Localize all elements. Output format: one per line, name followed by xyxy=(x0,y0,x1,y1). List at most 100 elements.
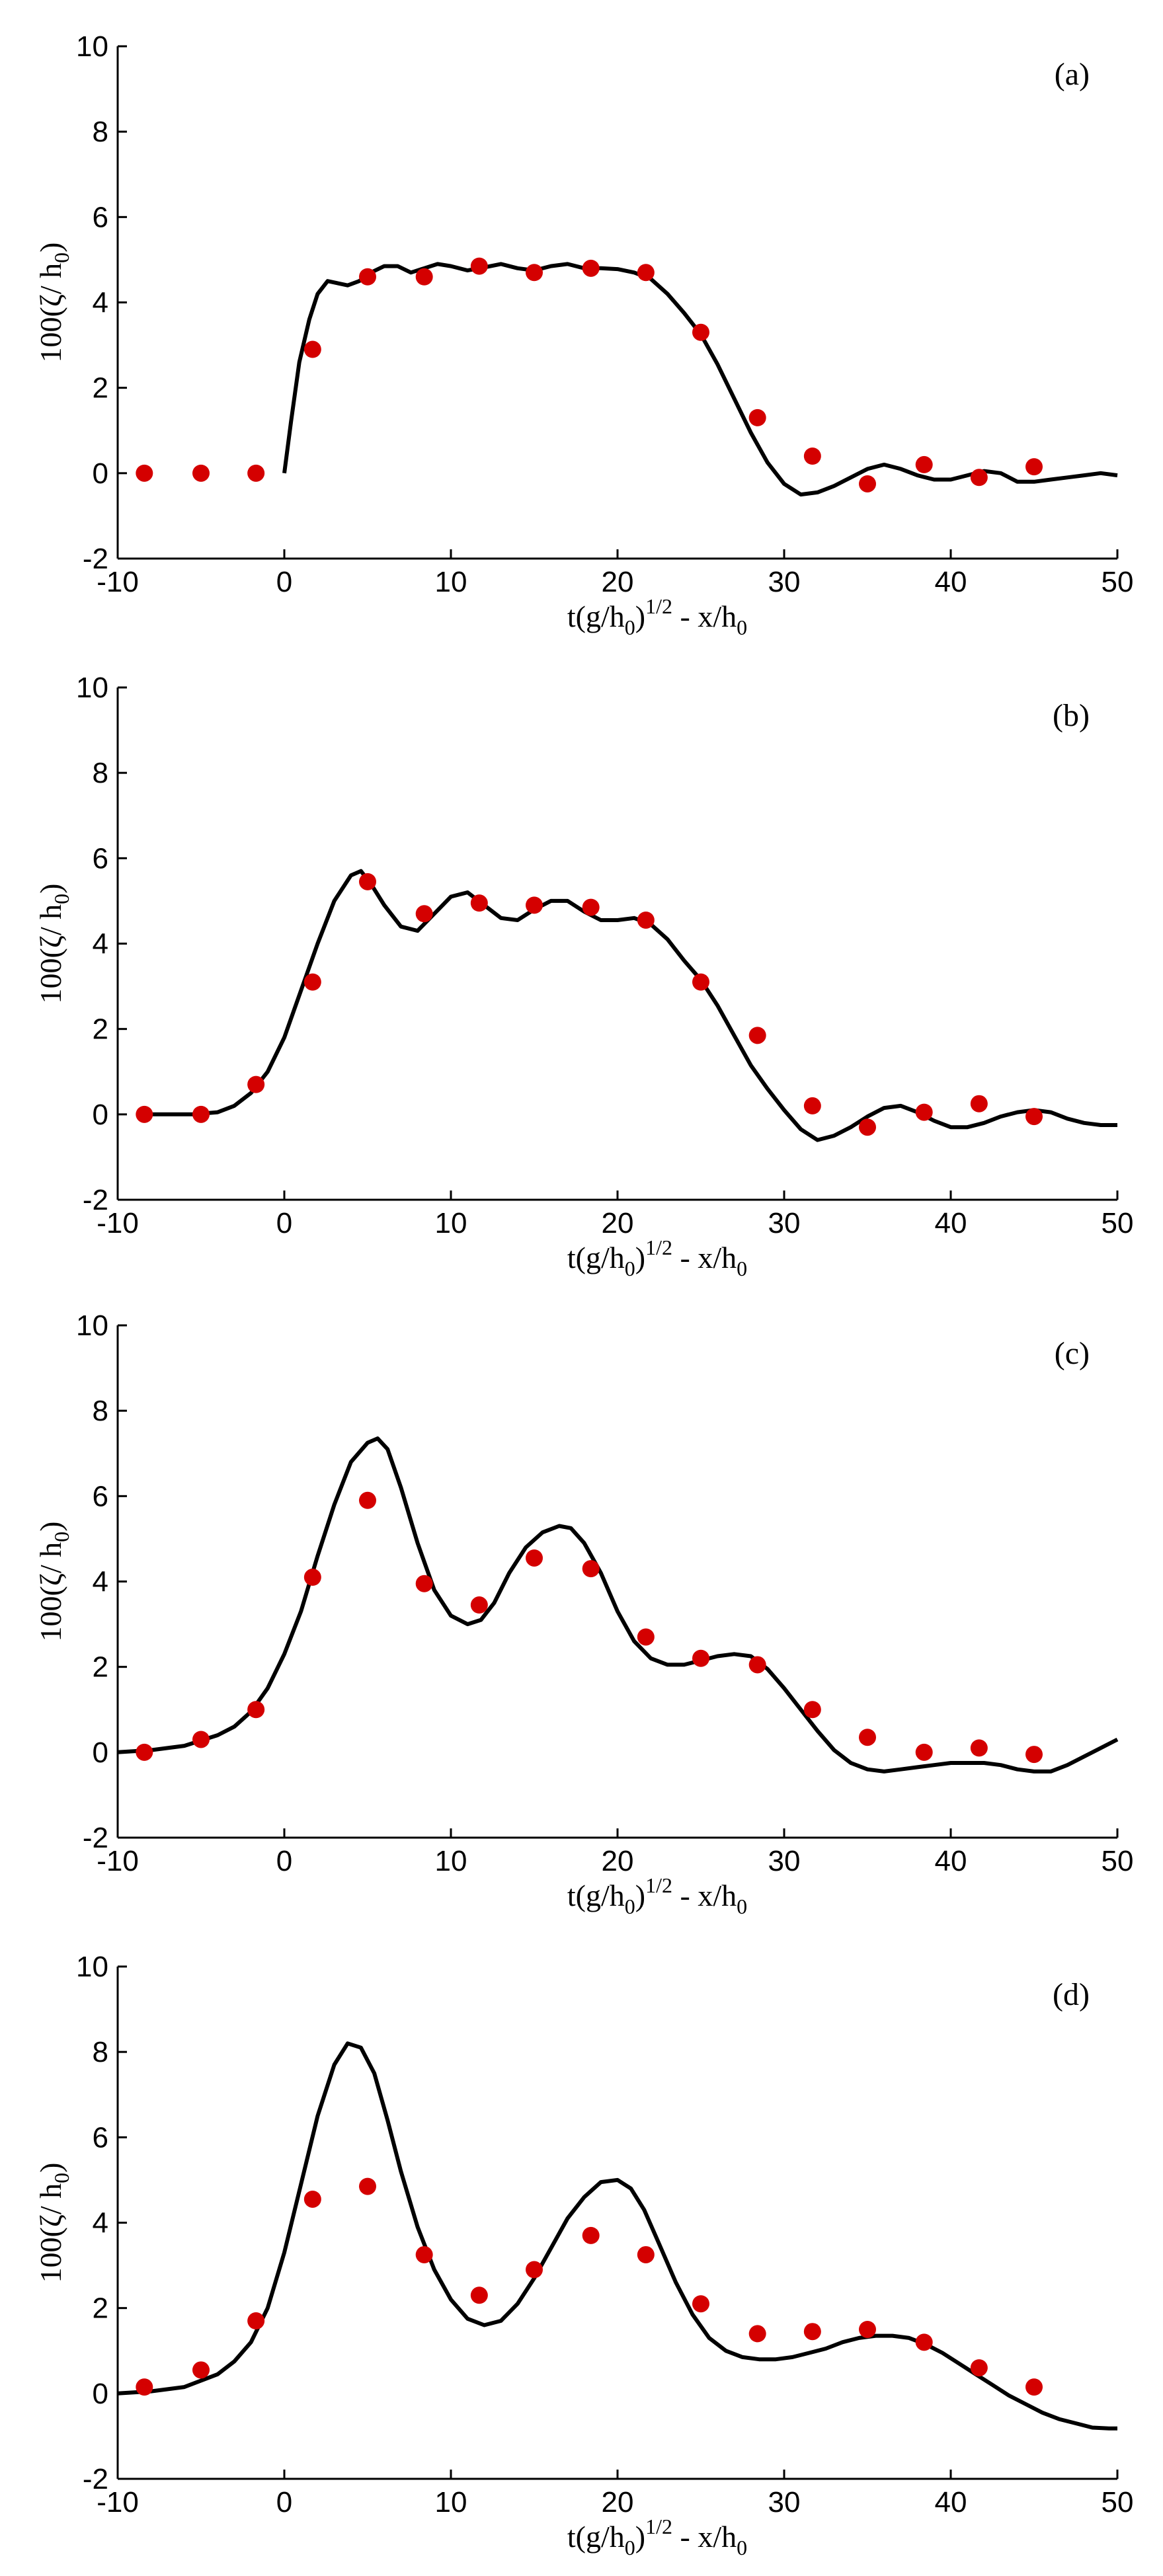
measured-point xyxy=(803,1701,821,1719)
y-label-part: 100(ζ/ h xyxy=(34,1542,67,1642)
y-tick-label: 0 xyxy=(93,457,108,490)
measured-point xyxy=(582,2226,600,2244)
measured-point xyxy=(637,1628,655,1646)
measured-point xyxy=(915,455,933,473)
x-label-sub: 0 xyxy=(625,615,635,639)
x-label-sub: 0 xyxy=(737,2536,747,2559)
x-tick-label: 30 xyxy=(768,566,801,598)
measured-point xyxy=(192,2361,210,2379)
x-label-sub: 0 xyxy=(625,1257,635,1280)
x-tick-label: 50 xyxy=(1102,1207,1134,1239)
measured-point xyxy=(359,2177,376,2195)
y-label-part: ) xyxy=(34,2163,67,2173)
x-tick-label: 30 xyxy=(768,2486,801,2518)
x-tick-label: 50 xyxy=(1102,566,1134,598)
y-tick-label: 2 xyxy=(93,1013,108,1046)
measured-point xyxy=(136,1743,153,1761)
measured-point xyxy=(1025,2378,1043,2396)
measured-point xyxy=(1025,1746,1043,1764)
x-label-sub: 0 xyxy=(737,1257,747,1280)
y-label-sub: 0 xyxy=(50,894,73,904)
x-tick-label: 10 xyxy=(435,1845,467,1877)
measured-point xyxy=(470,1596,488,1614)
y-tick-label: 4 xyxy=(93,1566,108,1598)
y-tick-label: 10 xyxy=(76,672,108,704)
x-tick-label: 20 xyxy=(602,1845,634,1877)
measured-point xyxy=(692,973,709,991)
measured-point xyxy=(415,905,433,923)
measured-point xyxy=(303,340,321,358)
x-label-part: - x/h xyxy=(672,2520,737,2554)
x-tick-label: 40 xyxy=(935,2486,967,2518)
measured-point xyxy=(470,2286,488,2304)
x-label-part: t(g/h xyxy=(567,600,625,633)
measured-point xyxy=(582,898,600,916)
x-tick-label: 20 xyxy=(602,2486,634,2518)
x-label-sub: 0 xyxy=(737,615,747,639)
x-tick-label: 30 xyxy=(768,1845,801,1877)
y-label-part: ) xyxy=(34,243,67,253)
measured-point xyxy=(247,2312,265,2330)
model-series-line xyxy=(117,2041,1117,2431)
panel-label: (d) xyxy=(1053,1977,1090,2012)
measured-point xyxy=(803,448,821,465)
measured-point xyxy=(859,475,876,492)
y-label-sub: 0 xyxy=(50,253,73,263)
measured-point xyxy=(637,2245,655,2263)
measured-point xyxy=(470,257,488,275)
measured-point xyxy=(1025,1108,1043,1126)
measured-point xyxy=(415,1575,433,1592)
x-label-part: - x/h xyxy=(672,600,737,633)
measured-point xyxy=(748,1027,766,1044)
x-label-sup: 1/2 xyxy=(645,1235,672,1259)
measured-point xyxy=(748,409,766,426)
x-label-part: t(g/h xyxy=(567,1879,625,1912)
measured-point xyxy=(692,2295,709,2313)
measured-point xyxy=(415,268,433,286)
x-label-sub: 0 xyxy=(625,1894,635,1918)
measured-point xyxy=(303,1569,321,1586)
measured-point xyxy=(470,894,488,912)
measured-point xyxy=(359,1491,376,1509)
measured-point xyxy=(136,2378,153,2396)
measured-point xyxy=(303,973,321,991)
y-tick-label: 2 xyxy=(93,372,108,405)
y-label-part: 100(ζ/ h xyxy=(34,904,67,1004)
measured-point xyxy=(859,1729,876,1746)
y-axis-label: 100(ζ/ h0) xyxy=(34,1522,73,1642)
x-label-part: ) xyxy=(635,2520,645,2554)
y-tick-label: -2 xyxy=(83,1822,108,1854)
y-axis-label: 100(ζ/ h0) xyxy=(34,2163,73,2283)
x-tick-label: 50 xyxy=(1102,1845,1134,1877)
measured-point xyxy=(637,264,655,282)
y-tick-label: -2 xyxy=(83,2463,108,2495)
x-tick-label: 0 xyxy=(276,2486,292,2518)
panel-label: (a) xyxy=(1055,57,1090,92)
measured-point xyxy=(803,1097,821,1114)
x-tick-label: -10 xyxy=(97,566,139,598)
measured-point xyxy=(692,323,709,341)
measured-point xyxy=(192,1105,210,1123)
measured-point xyxy=(526,1549,543,1567)
x-label-sub: 0 xyxy=(737,1894,747,1918)
measured-point xyxy=(915,1103,933,1121)
x-label-part: ) xyxy=(635,1241,645,1274)
x-label-part: ) xyxy=(635,600,645,633)
y-tick-label: 2 xyxy=(93,2292,108,2325)
measured-point xyxy=(526,2261,543,2279)
y-tick-label: 8 xyxy=(93,1395,108,1427)
x-label-part: - x/h xyxy=(672,1879,737,1912)
y-tick-label: 4 xyxy=(93,2207,108,2240)
y-label-part: 100(ζ/ h xyxy=(34,2183,67,2283)
x-tick-label: 0 xyxy=(276,1845,292,1877)
y-label-sub: 0 xyxy=(50,1532,73,1542)
measured-point xyxy=(748,1656,766,1674)
model-series-line xyxy=(282,262,1118,497)
model-series-line xyxy=(117,1436,1119,1774)
x-axis-label: t(g/h0)1/2 - x/h0 xyxy=(567,594,747,639)
y-tick-label: 10 xyxy=(76,1951,108,1983)
measured-point xyxy=(359,268,376,286)
x-tick-label: 40 xyxy=(935,1845,967,1877)
measured-point xyxy=(247,1701,265,1719)
